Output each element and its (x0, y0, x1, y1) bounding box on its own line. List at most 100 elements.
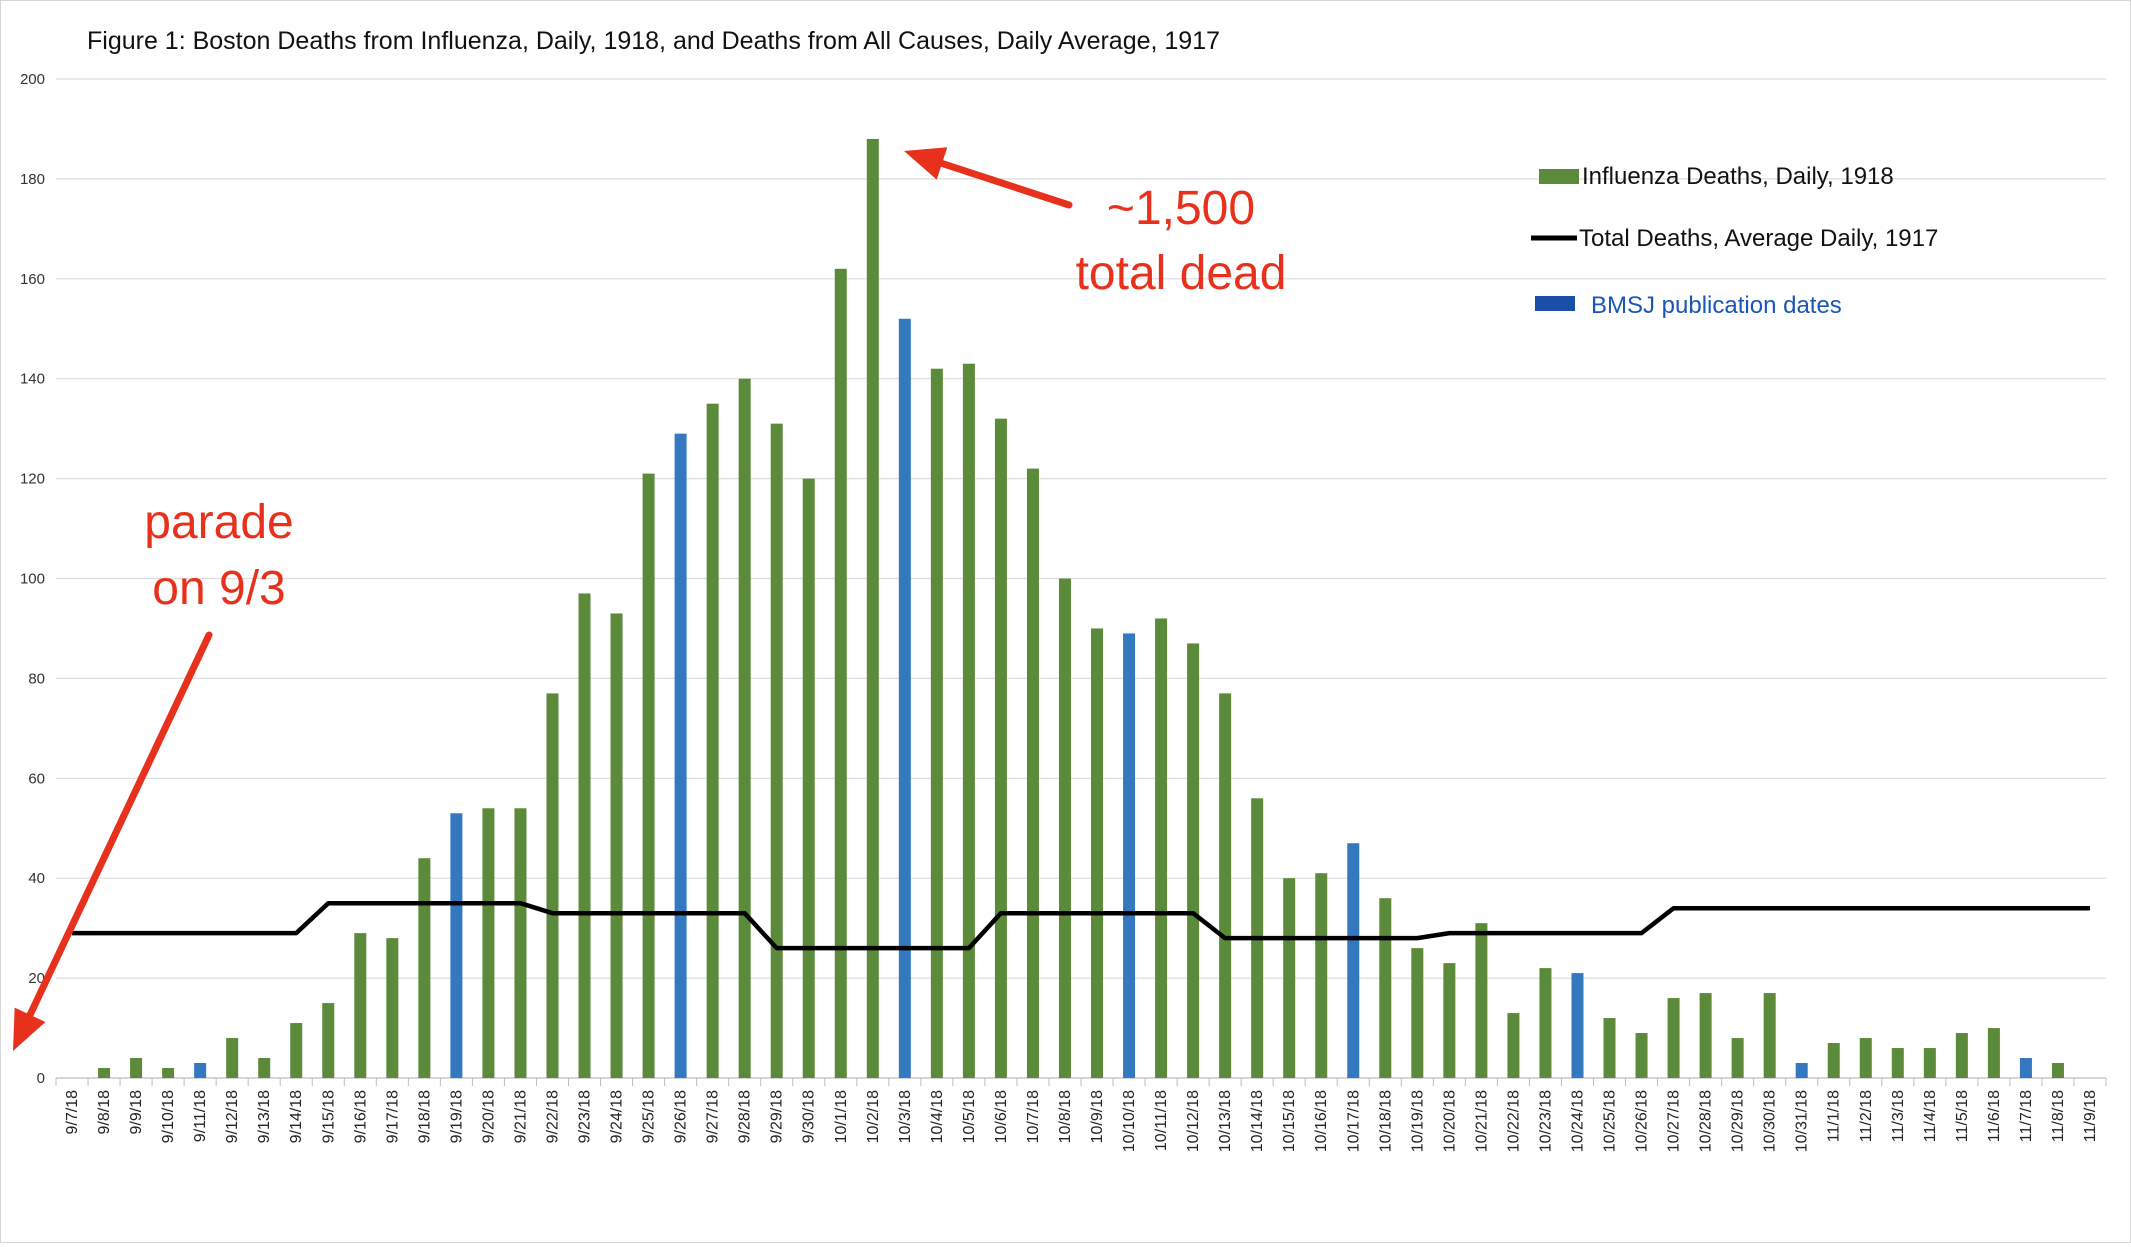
y-tick-label: 80 (28, 670, 45, 687)
x-tick-label: 9/15/18 (320, 1090, 337, 1143)
x-tick-label: 9/16/18 (352, 1090, 369, 1143)
bar-influenza (1219, 693, 1232, 1078)
x-tick-label: 10/10/18 (1121, 1090, 1138, 1152)
y-tick-label: 120 (20, 471, 45, 488)
x-tick-label: 10/21/18 (1473, 1090, 1490, 1152)
x-tick-label: 10/7/18 (1025, 1090, 1042, 1143)
bar-influenza (1699, 993, 1712, 1078)
bar-influenza (1155, 618, 1168, 1078)
legend-swatch-bmsj (1535, 296, 1575, 311)
bar-influenza (1859, 1038, 1872, 1078)
bar-bmsj (1347, 843, 1360, 1078)
y-tick-label: 0 (37, 1070, 45, 1087)
bar-influenza (1667, 998, 1680, 1078)
bar-influenza (98, 1068, 111, 1078)
bar-influenza (642, 473, 655, 1079)
bar-influenza (322, 1003, 335, 1078)
bar-influenza (1507, 1013, 1520, 1078)
x-tick-label: 10/23/18 (1537, 1090, 1554, 1152)
x-tick-label: 10/5/18 (961, 1090, 978, 1143)
bar-influenza (802, 478, 815, 1079)
bar-influenza (962, 363, 975, 1079)
x-tick-label: 9/24/18 (609, 1090, 626, 1143)
bar-influenza (1187, 643, 1200, 1078)
bar-influenza (1603, 1018, 1616, 1078)
bar-influenza (1923, 1048, 1936, 1078)
y-tick-label: 60 (28, 770, 45, 787)
bar-influenza (1827, 1043, 1840, 1078)
x-tick-label: 9/9/18 (128, 1090, 145, 1135)
bar-influenza (866, 138, 879, 1078)
bar-influenza (1026, 468, 1039, 1078)
bar-influenza (834, 268, 847, 1078)
x-tick-label: 10/27/18 (1666, 1090, 1683, 1152)
bar-bmsj (1123, 633, 1136, 1078)
x-tick-label: 9/27/18 (705, 1090, 722, 1143)
x-tick-label: 9/26/18 (673, 1090, 690, 1143)
annotation-total-dead-line2: total dead (1076, 247, 1287, 300)
x-tick-label: 9/20/18 (480, 1090, 497, 1143)
legend-swatch-influenza (1539, 169, 1579, 184)
x-tick-label: 10/9/18 (1089, 1090, 1106, 1143)
x-tick-label: 10/1/18 (833, 1090, 850, 1143)
x-tick-label: 11/4/18 (1922, 1090, 1939, 1142)
y-tick-label: 40 (28, 870, 45, 887)
x-tick-label: 11/9/18 (2082, 1090, 2099, 1142)
x-tick-label: 10/20/18 (1441, 1090, 1458, 1152)
bar-bmsj (194, 1063, 207, 1078)
x-tick-label: 9/14/18 (288, 1090, 305, 1143)
y-tick-label: 180 (20, 171, 45, 188)
average-line (72, 900, 2090, 951)
x-tick-label: 10/19/18 (1409, 1090, 1426, 1152)
y-tick-label: 20 (28, 970, 45, 987)
bar-influenza (1379, 898, 1392, 1078)
x-tick-label: 9/22/18 (544, 1090, 561, 1143)
legend: Influenza Deaths, Daily, 1918 Total Death… (1531, 163, 1938, 319)
bar-influenza (994, 418, 1007, 1078)
x-tick-label: 10/26/18 (1634, 1090, 1651, 1152)
x-tick-label: 11/6/18 (1986, 1090, 2003, 1142)
arrow-to-peak-shaft (938, 159, 1073, 209)
bars (98, 138, 2064, 1079)
bar-bmsj (450, 813, 463, 1078)
x-tick-label: 10/22/18 (1505, 1090, 1522, 1152)
x-tick-label: 9/13/18 (256, 1090, 273, 1143)
bar-influenza (706, 403, 719, 1078)
x-tick-label: 10/6/18 (993, 1090, 1010, 1143)
bar-influenza (162, 1068, 175, 1078)
x-tick-label: 10/31/18 (1794, 1090, 1811, 1152)
x-tick-label: 9/12/18 (224, 1090, 241, 1143)
bar-influenza (1091, 628, 1104, 1078)
bar-bmsj (2019, 1058, 2032, 1078)
arrow-to-parade-shaft (26, 631, 213, 1019)
x-tick-label: 9/18/18 (416, 1090, 433, 1143)
x-tick-label: 9/17/18 (384, 1090, 401, 1143)
x-tick-label: 11/2/18 (1858, 1090, 1875, 1142)
x-tick-label: 10/14/18 (1249, 1090, 1266, 1152)
bar-influenza (130, 1058, 143, 1078)
annotations: ~1,500 total dead parade on 9/3 (13, 147, 1286, 1051)
x-tick-label: 9/8/18 (96, 1090, 113, 1135)
bar-influenza (1635, 1033, 1648, 1078)
legend-label-line: Total Deaths, Average Daily, 1917 (1579, 225, 1938, 252)
legend-label-influenza: Influenza Deaths, Daily, 1918 (1582, 163, 1894, 190)
bar-influenza (1955, 1033, 1968, 1078)
bar-influenza (930, 368, 943, 1079)
bar-influenza (1763, 993, 1776, 1078)
arrow-to-parade-head (13, 1007, 46, 1051)
x-tick-label: 10/16/18 (1313, 1090, 1330, 1152)
bar-influenza (546, 693, 559, 1078)
x-tick-label: 11/3/18 (1890, 1090, 1907, 1142)
x-tick-label: 9/30/18 (801, 1090, 818, 1143)
y-tick-label: 200 (20, 71, 45, 88)
arrow-to-peak-head (904, 147, 948, 180)
x-tick-label: 10/25/18 (1602, 1090, 1619, 1152)
y-tick-label: 100 (20, 571, 45, 588)
x-tick-label: 9/19/18 (448, 1090, 465, 1143)
bar-influenza (386, 938, 399, 1078)
x-tick-label: 9/23/18 (577, 1090, 594, 1143)
bar-bmsj (674, 433, 687, 1078)
annotation-parade-line1: parade (144, 496, 293, 549)
x-tick-label: 9/25/18 (641, 1090, 658, 1143)
